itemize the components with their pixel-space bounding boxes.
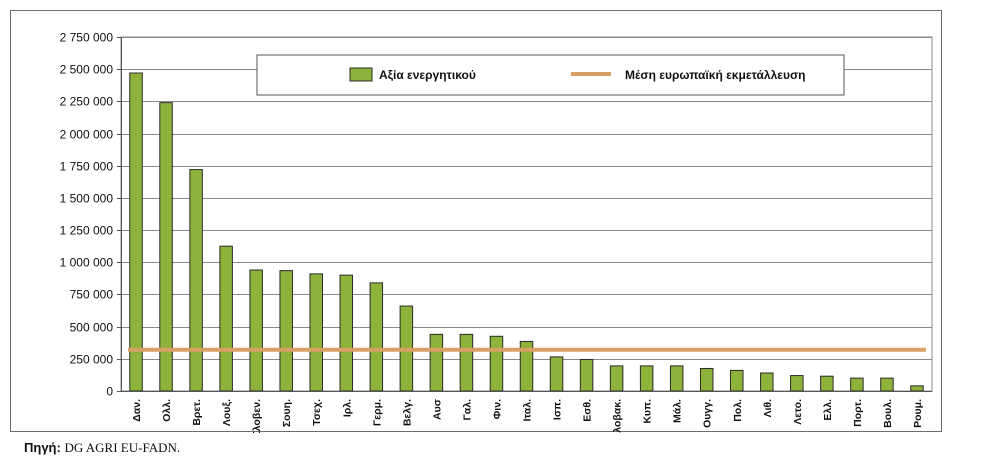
bar (880, 377, 894, 392)
bar (579, 358, 594, 392)
legend-label-line: Μέση ευρωπαϊκή εκμετάλλευση (625, 68, 806, 82)
bar (669, 365, 684, 392)
x-tick-label: Δαν. (131, 399, 143, 422)
x-tick-label: Τσεχ. (311, 399, 323, 426)
y-tick-label: 2 750 000 (60, 31, 114, 45)
x-tick-label: Ελλ. (822, 399, 834, 421)
x-tick-label: Σλοβακ. (612, 399, 624, 433)
y-tick-label: 500 000 (70, 321, 114, 335)
y-tick-label: 250 000 (70, 353, 114, 367)
y-tick-label: 1 750 000 (60, 160, 114, 174)
x-tick-label: Λουξ. (221, 399, 233, 426)
x-tick-label: Ιρλ. (341, 399, 353, 417)
bar (850, 377, 864, 392)
y-tick-label: 1 000 000 (60, 256, 114, 270)
bar (459, 333, 474, 392)
x-tick-label: Γαλ. (461, 399, 473, 421)
source-note: Πηγή: DG AGRI EU-FADN. (24, 440, 180, 456)
bar (369, 282, 384, 392)
x-tick-label: Πολ. (732, 399, 744, 422)
source-text: DG AGRI EU-FADN. (64, 440, 181, 455)
x-tick-label: Μάλ. (672, 399, 684, 423)
x-tick-label: Σουη. (281, 399, 293, 427)
x-tick-label: Βελγ. (401, 399, 413, 426)
y-tick-label: 2 500 000 (60, 63, 114, 77)
x-tick-label: Γερμ. (371, 399, 383, 426)
bar (820, 375, 834, 392)
x-tick-label: Φιν. (491, 399, 503, 419)
bar (219, 245, 233, 392)
x-tick-label: Βρετ. (191, 399, 203, 426)
x-tick-label: Ολλ. (161, 399, 173, 422)
x-tick-label: Λιθ. (762, 399, 774, 418)
bar (760, 372, 774, 392)
bar (309, 273, 323, 392)
y-tick-label: 750 000 (70, 288, 114, 302)
x-tick-label: Λετο. (792, 399, 804, 425)
bar (339, 274, 354, 392)
y-tick-label: 1 250 000 (60, 224, 114, 238)
legend-label-bar: Αξία ενεργητικού (379, 68, 476, 82)
bar (609, 365, 624, 392)
bar (730, 369, 744, 392)
bar (489, 335, 504, 392)
x-tick-label: Ιταλ. (522, 399, 534, 422)
x-tick-label: Εσθ. (582, 399, 594, 422)
bar (159, 102, 173, 392)
bar (129, 72, 143, 392)
x-tick-label: Βουλ. (882, 399, 894, 428)
x-tick-label: Ουγγ. (702, 399, 714, 428)
x-tick-label: Πορτ. (852, 399, 864, 427)
bar (549, 356, 564, 392)
bar (279, 270, 293, 392)
x-tick-label: Σλοβεν. (251, 399, 263, 433)
bar (910, 385, 924, 392)
y-tick-label: 2 000 000 (60, 128, 114, 142)
bar (699, 367, 714, 392)
source-label: Πηγή: (24, 440, 61, 455)
bar-chart: 0 250 000 500 000 750 000 1 000 000 1 250 000… (60, 31, 933, 433)
bar (429, 333, 444, 392)
bar (639, 365, 654, 392)
y-tick-label: 2 250 000 (60, 95, 114, 109)
bar (790, 375, 804, 392)
y-tick-label: 0 (106, 385, 113, 399)
bar (249, 269, 263, 392)
x-tick-label: Ισπ. (552, 399, 564, 420)
bar (189, 169, 203, 392)
chart-frame: 0 250 000 500 000 750 000 1 000 000 1 250 000… (10, 10, 942, 433)
x-tick-label: Ρουμ. (912, 399, 924, 428)
legend-swatch-bar (349, 67, 373, 82)
x-tick-label: Αυσ (431, 399, 443, 420)
y-tick-label: 1 500 000 (60, 192, 114, 206)
x-tick-label: Κυπ. (642, 399, 654, 424)
